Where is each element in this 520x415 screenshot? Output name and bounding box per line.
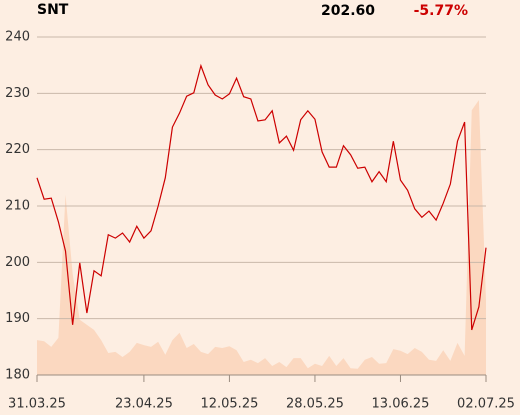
x-tick-label: 31.03.25 (8, 397, 66, 412)
change: -5.77% (414, 3, 468, 19)
symbol: SNT (37, 2, 69, 18)
price-line (36, 63, 487, 331)
y-tick-label: 180 (5, 368, 30, 383)
x-tick-label: 12.05.25 (200, 397, 258, 412)
y-tick-label: 220 (5, 142, 30, 157)
y-tick-label: 200 (5, 255, 30, 270)
y-tick-label: 190 (5, 311, 30, 326)
price: 202.60 (321, 3, 375, 19)
volume-area (37, 100, 486, 376)
x-tick-label: 02.07.25 (457, 397, 515, 412)
y-tick-label: 240 (5, 30, 30, 45)
x-tick-label: 13.06.25 (372, 397, 430, 412)
x-tick-label: 23.04.25 (115, 397, 173, 412)
y-tick-label: 210 (5, 199, 30, 214)
y-tick-label: 230 (5, 86, 30, 101)
x-tick-label: 28.05.25 (286, 397, 344, 412)
